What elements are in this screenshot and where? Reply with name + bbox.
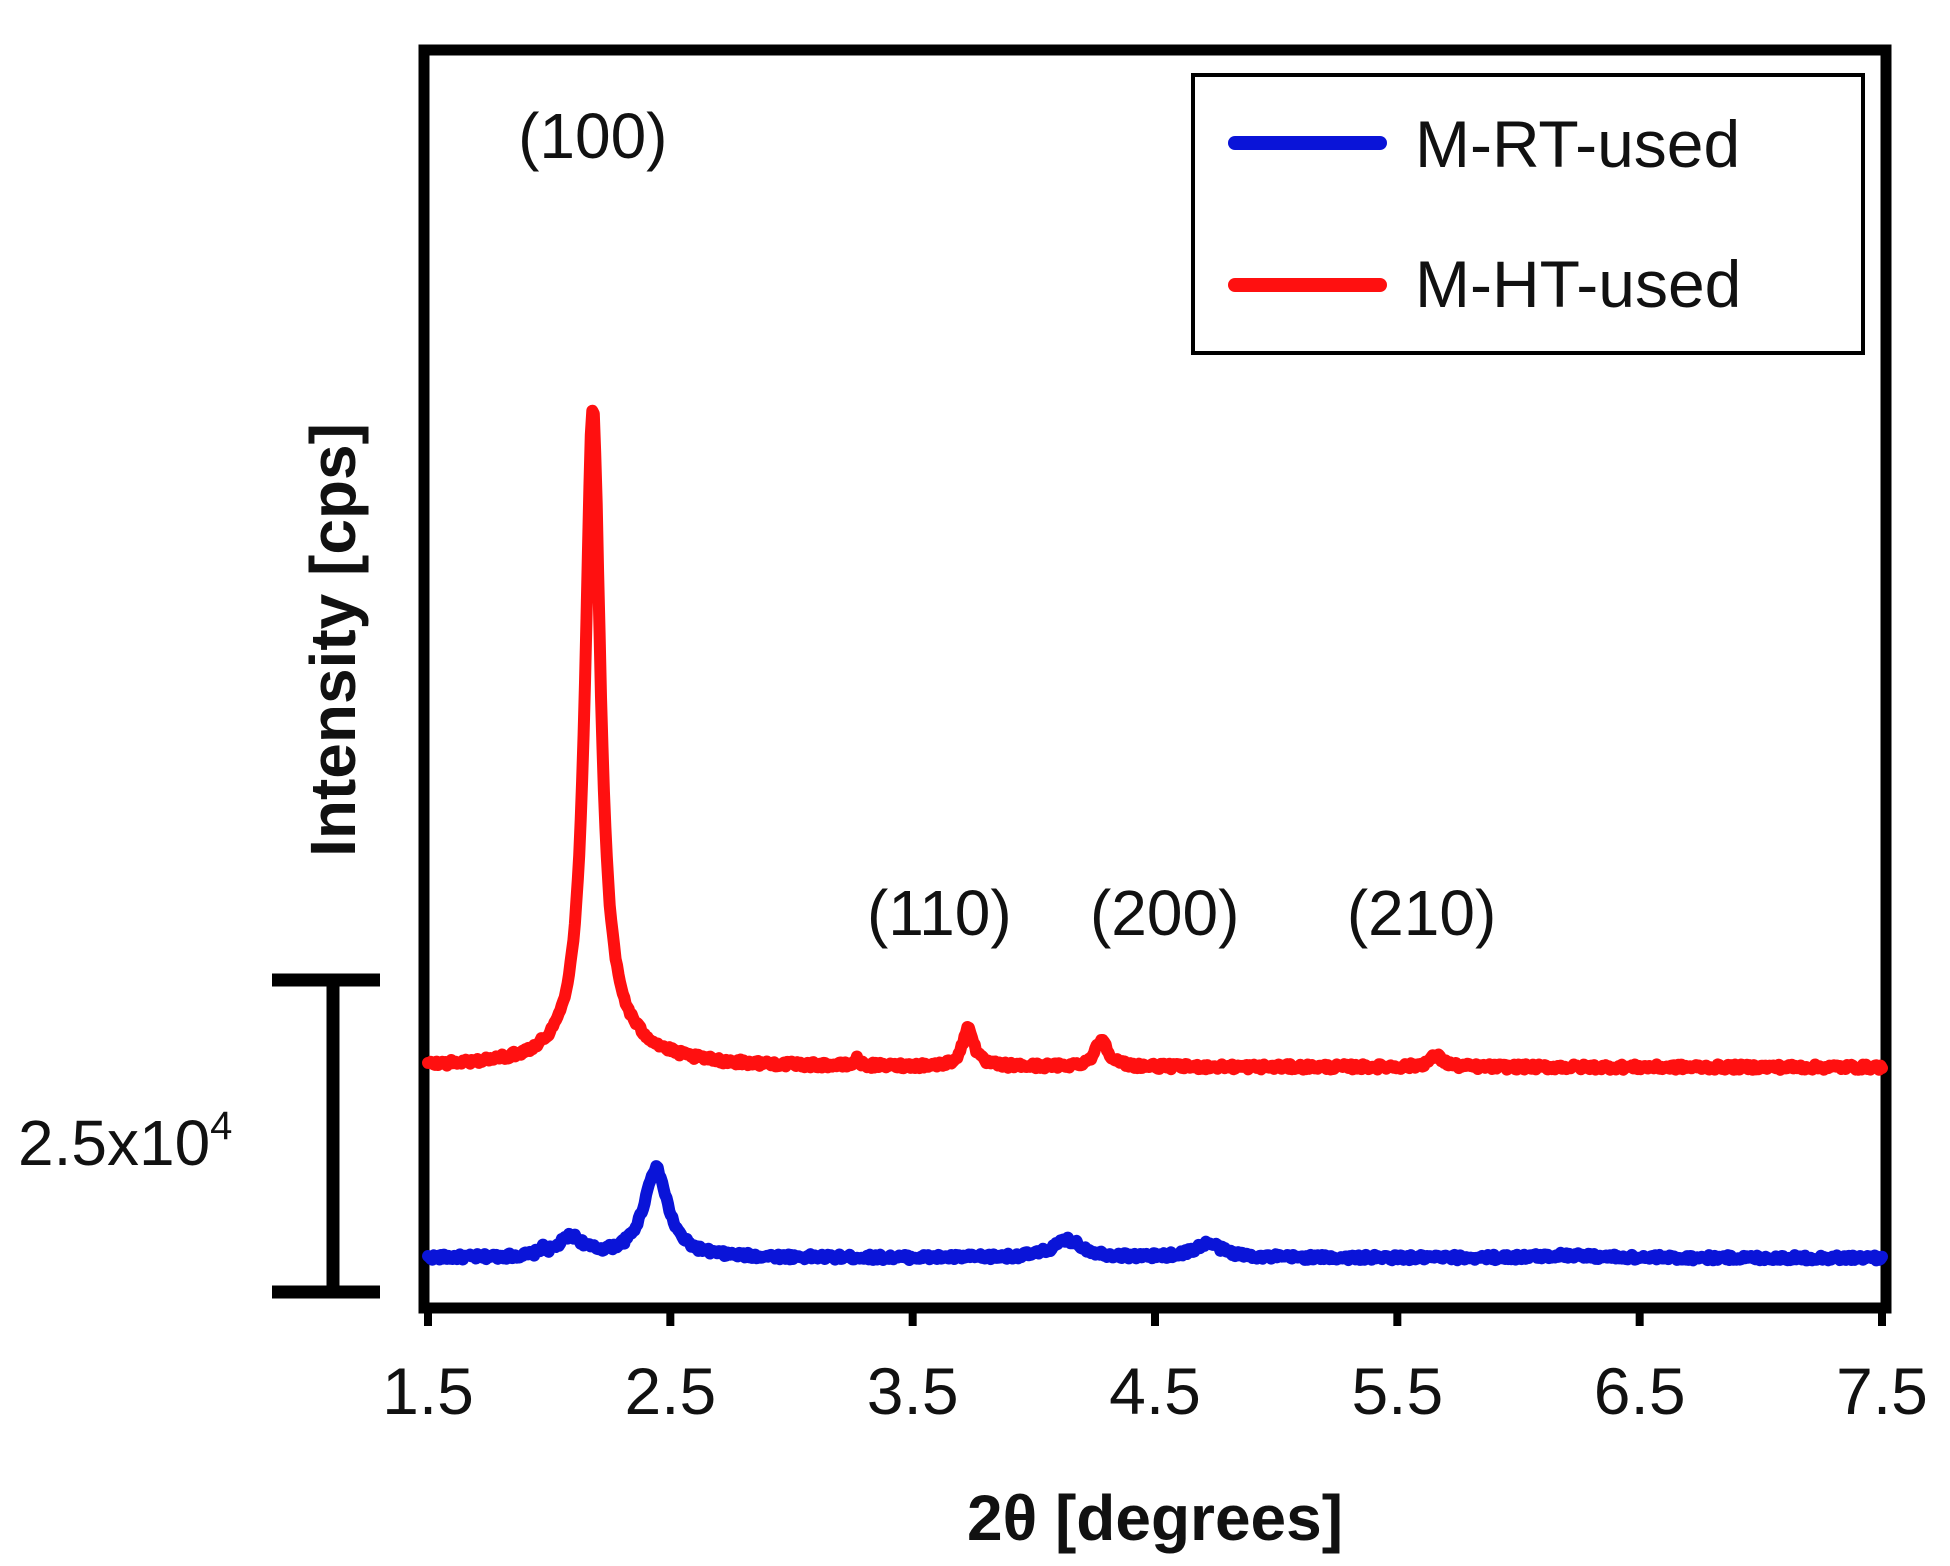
peak-annotation: (100): [518, 100, 667, 172]
scale-bar: 2.5x104: [18, 973, 380, 1299]
legend: M-RT-used M-HT-used: [1191, 73, 1865, 355]
x-tick-label: 6.5: [1594, 1354, 1686, 1428]
y-axis-title: Intensity [cps]: [297, 423, 369, 857]
series-line-m-ht-used: [422, 404, 1888, 1076]
peak-annotation: (210): [1347, 877, 1496, 949]
series-layer: [422, 404, 1888, 1267]
legend-label-m-ht-used: M-HT-used: [1415, 247, 1741, 321]
x-tick-label: 7.5: [1836, 1354, 1928, 1428]
scale-bar-label-exponent: 4: [210, 1104, 232, 1148]
x-tick-label: 1.5: [382, 1354, 474, 1428]
legend-label-m-rt-used: M-RT-used: [1415, 107, 1740, 181]
scale-bar-label: 2.5x104: [18, 1104, 232, 1179]
peak-annotation: (200): [1090, 877, 1239, 949]
x-tick-label: 4.5: [1109, 1354, 1201, 1428]
x-tick-label: 2.5: [624, 1354, 716, 1428]
legend-box: [1191, 73, 1865, 355]
x-axis-title: 2θ [degrees]: [967, 1482, 1343, 1554]
series-line-m-rt-used: [422, 1160, 1888, 1267]
x-tick-label: 5.5: [1351, 1354, 1443, 1428]
peak-annotation: (110): [867, 877, 1012, 949]
peak-annotations: (100) (110) (200) (210): [518, 100, 1496, 949]
x-tick-label: 3.5: [867, 1354, 959, 1428]
x-axis-ticks: 1.5 2.5 3.5 4.5 5.5 6.5 7.5: [382, 1308, 1928, 1428]
scale-bar-label-base: 2.5x10: [18, 1107, 210, 1179]
